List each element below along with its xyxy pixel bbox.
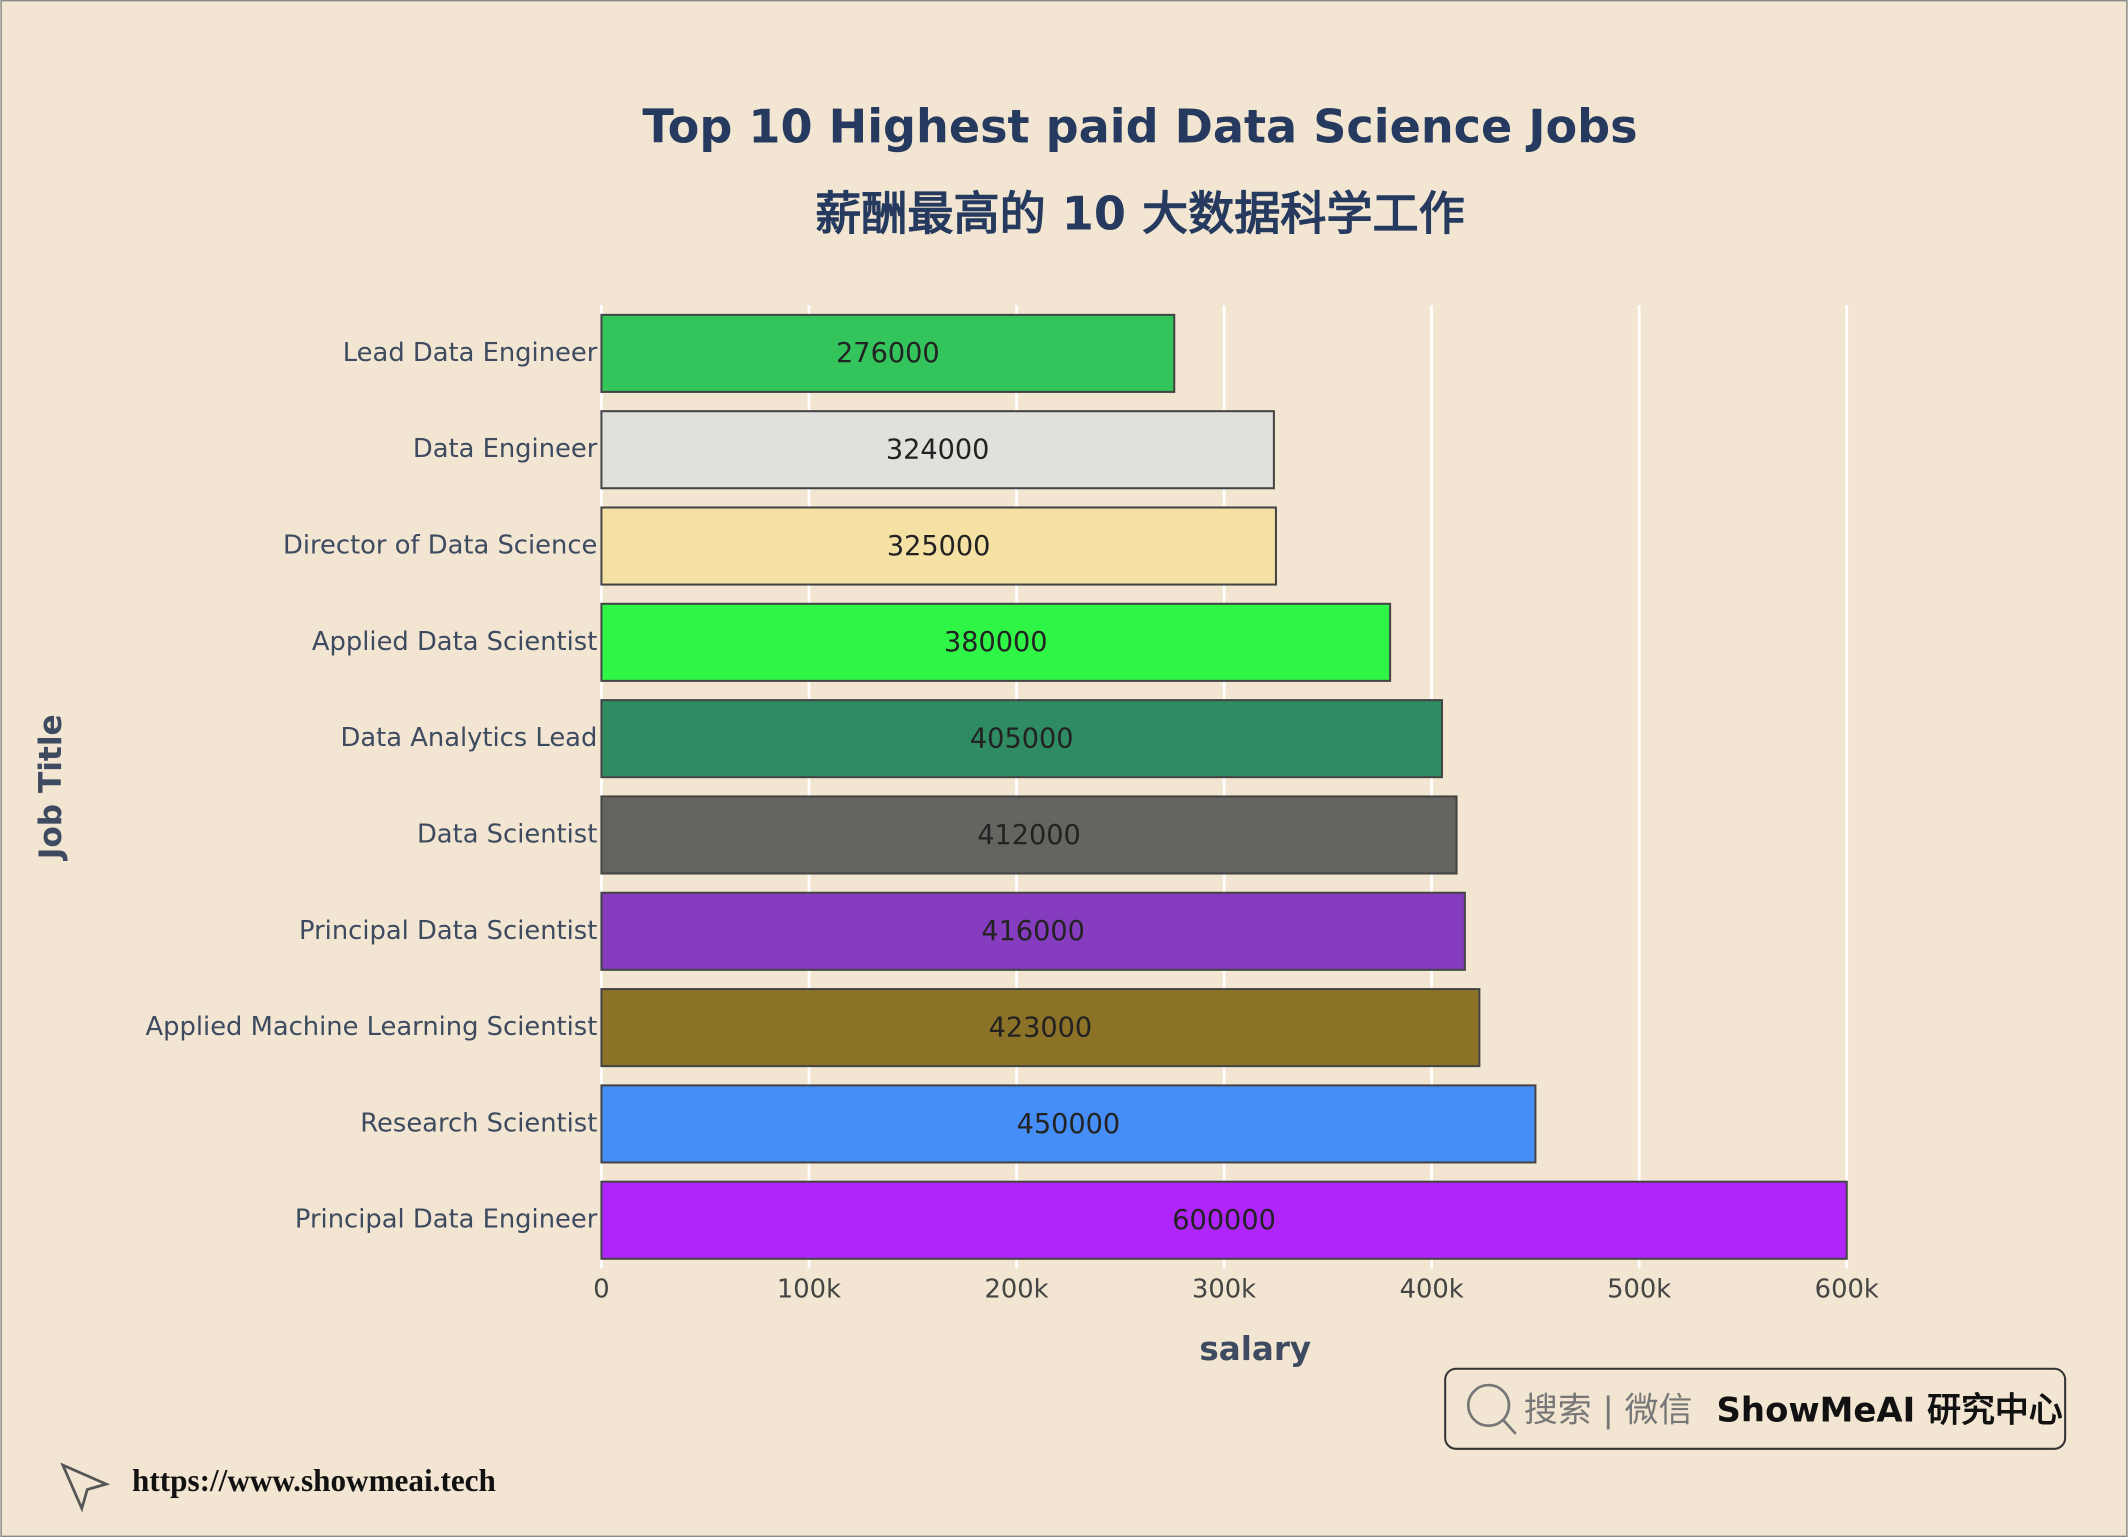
value-label: 276000 <box>836 338 940 369</box>
y-axis-label: Job Title <box>33 714 69 861</box>
search-icon <box>1466 1383 1511 1428</box>
value-label: 450000 <box>1017 1109 1121 1140</box>
watermark-search: 搜索 | 微信 <box>1524 1391 1693 1430</box>
x-tick-label: 200k <box>984 1275 1048 1305</box>
chart-title: Top 10 Highest paid Data Science Jobs <box>642 100 1637 154</box>
value-label: 405000 <box>970 724 1074 755</box>
bar <box>600 699 1444 779</box>
y-tick-label: Research Scientist <box>360 1108 597 1138</box>
value-label: 325000 <box>887 531 991 562</box>
bar <box>600 602 1392 682</box>
value-label: 412000 <box>977 820 1081 851</box>
bar <box>600 1084 1537 1164</box>
x-tick-label: 300k <box>1192 1275 1256 1305</box>
bar <box>600 410 1275 490</box>
watermark-brand: ShowMeAI 研究中心 <box>1717 1391 2063 1430</box>
y-tick-label: Applied Data Scientist <box>312 627 597 657</box>
bar <box>600 795 1458 875</box>
value-label: 380000 <box>944 627 1048 658</box>
value-label: 600000 <box>1172 1205 1276 1236</box>
y-tick-label: Data Analytics Lead <box>341 723 598 753</box>
x-tick-label: 600k <box>1815 1275 1879 1305</box>
x-tick-label: 0 <box>593 1275 609 1305</box>
y-tick-label: Data Scientist <box>417 819 597 849</box>
value-label: 423000 <box>989 1012 1093 1043</box>
y-tick-label: Principal Data Scientist <box>299 916 597 946</box>
y-tick-label: Principal Data Engineer <box>295 1205 598 1235</box>
x-tick-label: 400k <box>1400 1275 1464 1305</box>
bar <box>600 988 1481 1068</box>
y-tick-label: Data Engineer <box>413 434 598 464</box>
watermark-box <box>1444 1367 2067 1450</box>
bar <box>600 891 1466 971</box>
x-tick-label: 100k <box>777 1275 841 1305</box>
y-tick-label: Lead Data Engineer <box>343 338 598 368</box>
search-icon <box>1502 1419 1517 1435</box>
x-tick-label: 500k <box>1607 1275 1671 1305</box>
bar <box>600 1180 1848 1260</box>
bar <box>600 506 1277 586</box>
y-tick-label: Director of Data Science <box>283 531 597 561</box>
footer-url: https://www.showmeai.tech <box>132 1463 496 1498</box>
x-axis-label: salary <box>1199 1330 1311 1368</box>
cursor-icon <box>60 1462 111 1513</box>
y-tick-label: Applied Machine Learning Scientist <box>146 1012 598 1042</box>
value-label: 324000 <box>886 435 990 466</box>
bar <box>600 313 1176 393</box>
chart-subtitle: 薪酬最高的 10 大数据科学工作 <box>815 187 1465 241</box>
value-label: 416000 <box>981 916 1085 947</box>
